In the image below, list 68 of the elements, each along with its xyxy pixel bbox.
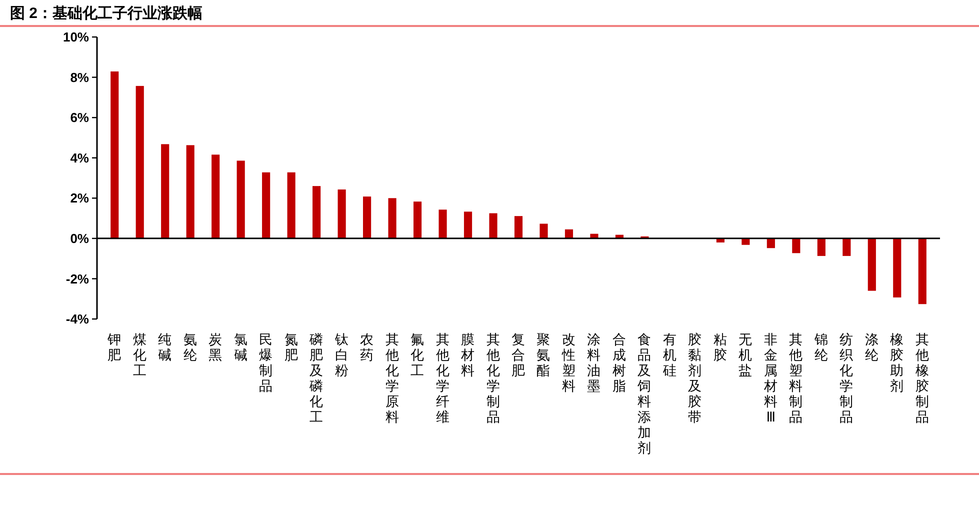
bar <box>363 196 372 238</box>
bar <box>918 238 926 304</box>
x-tick-label: 纺织化学制品 <box>840 332 854 424</box>
x-tick-label: 氨纶 <box>183 332 198 362</box>
bar <box>893 238 902 298</box>
x-tick-label: 有机硅 <box>662 332 677 378</box>
x-tick-label: 橡胶助剂 <box>890 332 904 394</box>
x-tick-label: 钾肥 <box>106 332 122 362</box>
x-tick-label: 其他化学纤维 <box>436 332 450 424</box>
bar <box>792 238 800 254</box>
x-tick-label: 膜材料 <box>460 332 476 378</box>
y-tick-label: 2% <box>70 190 90 206</box>
bar <box>212 154 220 238</box>
bar <box>236 160 245 238</box>
bar <box>136 86 144 238</box>
bar <box>742 238 750 245</box>
x-tick-label: 煤化工 <box>132 332 147 378</box>
bar <box>868 238 876 291</box>
x-tick-label: 复合肥 <box>512 332 526 378</box>
bar <box>413 202 422 238</box>
bar <box>287 172 296 238</box>
y-tick-label: 0% <box>70 230 90 246</box>
x-tick-label: 磷肥及磷化工 <box>308 332 324 424</box>
x-tick-label: 其他塑料制品 <box>789 332 804 424</box>
x-tick-label: 其他橡胶制品 <box>915 332 930 424</box>
bar <box>489 213 498 238</box>
bar <box>262 172 270 238</box>
y-tick-label: 4% <box>70 150 90 166</box>
bar <box>514 216 523 238</box>
y-tick-label: 6% <box>70 110 90 126</box>
x-tick-label: 其他化学原料 <box>385 332 400 424</box>
x-tick-label: 合成树脂 <box>612 332 626 394</box>
bar <box>388 198 396 238</box>
y-tick-label: 10% <box>62 30 90 45</box>
bar <box>161 144 170 238</box>
x-tick-label: 钛白粉 <box>334 332 349 378</box>
x-tick-label: 涤纶 <box>864 332 879 362</box>
x-tick-label: 改性塑料 <box>560 332 576 394</box>
bar <box>110 71 119 238</box>
chart-title: 图 2：基础化工子行业涨跌幅 <box>10 5 203 22</box>
y-tick-label: -4% <box>66 312 90 327</box>
x-tick-label: 无机盐 <box>738 332 753 378</box>
x-tick-label: 氯碱 <box>234 332 248 362</box>
y-tick-label: 8% <box>70 70 90 85</box>
x-tick-label: 氟化工 <box>410 332 425 378</box>
bar <box>540 224 548 238</box>
x-tick-label: 农药 <box>360 332 374 362</box>
bar <box>766 238 775 248</box>
bar <box>842 238 851 256</box>
bar <box>438 210 447 238</box>
bar <box>312 186 321 238</box>
x-tick-label: 胶黏剂及胶带 <box>688 332 702 424</box>
x-tick-label: 食品及饲料添加剂 <box>636 332 652 456</box>
x-tick-label: 锦纶 <box>813 332 828 362</box>
bar <box>338 189 346 238</box>
x-tick-label: 纯碱 <box>158 332 172 362</box>
y-tick-label: -2% <box>66 271 90 286</box>
x-tick-label: 聚氨酯 <box>536 332 551 378</box>
x-tick-label: 民爆制品 <box>259 332 274 394</box>
x-tick-label: 粘胶 <box>713 332 728 362</box>
bar <box>186 145 194 238</box>
bar <box>464 212 472 238</box>
x-tick-label: 涂料油墨 <box>587 332 602 394</box>
x-tick-label: 其他化学制品 <box>486 332 500 424</box>
x-tick-label: 非金属材料Ⅲ <box>762 332 778 424</box>
x-tick-label: 氮肥 <box>284 332 298 362</box>
x-tick-label: 炭黑 <box>208 332 223 362</box>
bar <box>817 238 826 256</box>
